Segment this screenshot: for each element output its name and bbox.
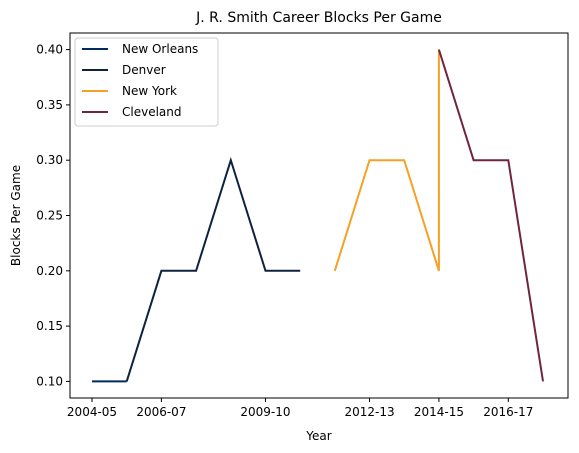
legend-entry: New Orleans xyxy=(122,42,198,56)
y-tick-label: 0.10 xyxy=(36,374,63,388)
series-line-denver xyxy=(125,156,301,382)
x-tick-label: 2004-05 xyxy=(67,405,117,419)
legend-entry: Denver xyxy=(122,63,166,77)
chart-title: J. R. Smith Career Blocks Per Game xyxy=(195,10,442,26)
legend-entry: Cleveland xyxy=(122,105,182,119)
legend-box xyxy=(74,37,219,127)
x-tick-label: 2006-07 xyxy=(136,405,186,419)
y-tick-label: 0.30 xyxy=(36,153,63,167)
legend-entry: New York xyxy=(122,84,177,98)
series-line-new-york xyxy=(333,49,440,272)
y-tick-label: 0.15 xyxy=(36,319,63,333)
y-axis-ticks: 0.10 0.15 0.20 0.25 0.30 0.35 0.40 xyxy=(36,43,70,388)
series-line-cleveland xyxy=(437,49,544,382)
y-tick-label: 0.40 xyxy=(36,43,63,57)
x-tick-label: 2012-13 xyxy=(344,405,394,419)
plot-frame xyxy=(69,32,569,399)
series-lines xyxy=(92,49,544,383)
x-tick-label: 2014-15 xyxy=(414,405,464,419)
legend: New Orleans Denver New York Cleveland xyxy=(74,37,219,127)
x-axis-ticks: 2004-05 2006-07 2009-10 2012-13 2014-15 2016-… xyxy=(67,398,533,419)
y-tick-label: 0.35 xyxy=(36,98,63,112)
x-axis-label: Year xyxy=(305,429,331,443)
y-tick-label: 0.25 xyxy=(36,209,63,223)
x-tick-label: 2016-17 xyxy=(483,405,533,419)
x-tick-label: 2009-10 xyxy=(240,405,290,419)
y-axis-label: Blocks Per Game xyxy=(9,165,23,266)
y-tick-label: 0.20 xyxy=(36,264,63,278)
